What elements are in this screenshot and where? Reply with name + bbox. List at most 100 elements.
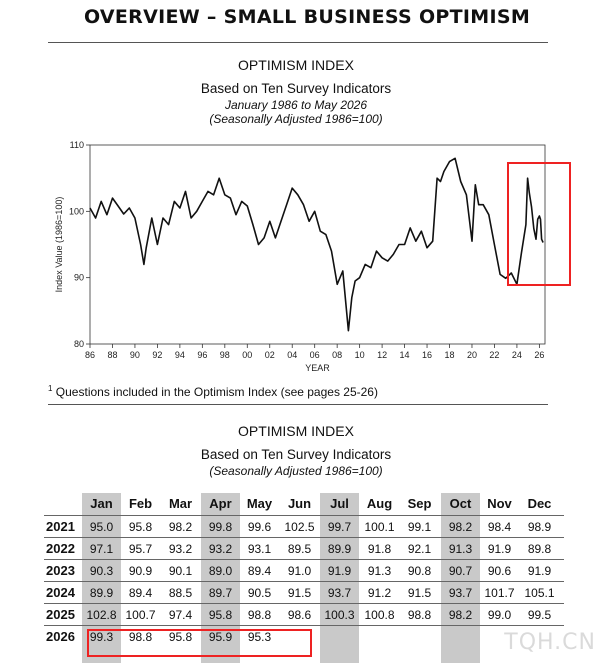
table-cell: 91.3 — [367, 564, 392, 578]
table-cell: 91.5 — [287, 586, 312, 600]
table-cell: 93.1 — [247, 542, 272, 556]
y-axis-label: Index Value (1986=100) — [54, 197, 64, 293]
x-tick-label: 00 — [242, 350, 252, 360]
y-tick-label: 100 — [69, 206, 84, 216]
table-row-divider — [44, 581, 564, 582]
table-cell: 90.8 — [407, 564, 432, 578]
month-header-mar: Mar — [168, 496, 193, 511]
chart-subtitle: Based on Ten Survey Indicators — [200, 81, 392, 96]
month-header-jun: Jun — [287, 496, 312, 511]
table-cell: 99.3 — [89, 630, 114, 644]
table-cell: 98.2 — [168, 520, 193, 534]
table-cell — [400, 626, 439, 648]
x-tick-label: 14 — [400, 350, 410, 360]
x-tick-label: 90 — [130, 350, 140, 360]
chart-note: (Seasonally Adjusted 1986=100) — [209, 112, 383, 126]
month-header-aug: Aug — [366, 496, 393, 511]
table-cell: 90.9 — [128, 564, 153, 578]
table-cell: 100.1 — [364, 520, 395, 534]
month-header-feb: Feb — [128, 496, 153, 511]
shade-jul — [320, 493, 359, 663]
y-tick-label: 90 — [74, 273, 84, 283]
highlight-box-2026 — [87, 629, 312, 657]
x-tick-label: 20 — [467, 350, 477, 360]
table-cell: 89.4 — [247, 564, 272, 578]
year-label: 2026 — [46, 629, 75, 644]
table-cell — [320, 626, 359, 648]
table-cell: 101.7 — [484, 586, 515, 600]
month-header-apr: Apr — [209, 496, 232, 511]
table-cell: 99.6 — [247, 520, 272, 534]
highlight-box-chart — [507, 162, 571, 286]
chart-period: January 1986 to May 2026 — [224, 98, 368, 112]
month-header-dec: Dec — [527, 496, 552, 511]
year-label: 2025 — [46, 607, 75, 622]
table-cell: 95.0 — [89, 520, 114, 534]
table-cell: 93.2 — [208, 542, 233, 556]
y-tick-label: 110 — [70, 140, 84, 150]
x-tick-label: 98 — [220, 350, 230, 360]
year-label: 2022 — [46, 541, 75, 556]
table-cell: 100.3 — [324, 608, 355, 622]
table-cell — [360, 626, 399, 648]
table-row: 2026 99.3 98.8 95.8 95.9 95.3 — [0, 626, 614, 648]
table-cell: 102.5 — [284, 520, 315, 534]
month-header-may: May — [246, 496, 273, 511]
year-label: 2021 — [46, 519, 75, 534]
x-tick-label: 16 — [422, 350, 432, 360]
table-cell: 91.3 — [448, 542, 473, 556]
table-cell: 89.9 — [89, 586, 114, 600]
table-cell: 91.2 — [367, 586, 392, 600]
table-cell: 90.3 — [89, 564, 114, 578]
x-tick-label: 02 — [265, 350, 275, 360]
table-cell: 99.1 — [407, 520, 432, 534]
x-tick-label: 08 — [332, 350, 342, 360]
x-tick-label: 10 — [355, 350, 365, 360]
table-cell: 90.5 — [247, 586, 272, 600]
footnote-text: Questions included in the Optimism Index… — [55, 385, 378, 399]
table-row-divider — [44, 559, 564, 560]
table-cell: 98.2 — [448, 608, 473, 622]
chart-title: OPTIMISM INDEX — [238, 57, 354, 73]
x-tick-label: 94 — [175, 350, 185, 360]
table-row: 2025 102.8 100.7 97.4 95.8 98.8 98.6 100.3 100.8… — [0, 604, 614, 626]
table-row: 2022 97.1 95.7 93.2 93.2 93.1 89.5 89.9 91.8 92.1… — [0, 538, 614, 560]
table-cell: 89.0 — [208, 564, 233, 578]
table-cell: 98.8 — [128, 630, 153, 644]
table-cell: 90.1 — [168, 564, 193, 578]
table-cell: 99.5 — [527, 608, 552, 622]
table-cell: 95.8 — [168, 630, 193, 644]
x-axis-label: YEAR — [305, 363, 330, 373]
month-header-jan: Jan — [90, 496, 113, 511]
shade-apr — [201, 493, 240, 663]
month-header-nov: Nov — [487, 496, 512, 511]
table-cell: 95.9 — [208, 630, 233, 644]
table-row-divider — [44, 515, 564, 516]
table-cell: 91.5 — [407, 586, 432, 600]
table-cell: 91.9 — [527, 564, 552, 578]
table-cell: 93.7 — [327, 586, 352, 600]
table-cell: 99.0 — [487, 608, 512, 622]
year-label: 2024 — [46, 585, 75, 600]
table-row: 2021 95.0 95.8 98.2 99.8 99.6 102.5 99.7 100.1 99… — [0, 516, 614, 538]
table-note: (Seasonally Adjusted 1986=100) — [209, 464, 383, 478]
plot-frame — [89, 144, 546, 345]
table-cell: 89.8 — [527, 542, 552, 556]
title-divider — [48, 42, 548, 43]
optimism-index-series-line — [89, 157, 544, 332]
table-cell: 89.7 — [208, 586, 233, 600]
x-tick-label: 26 — [534, 350, 544, 360]
x-tick-label: 24 — [512, 350, 522, 360]
table-cell: 92.1 — [407, 542, 432, 556]
table-cell: 90.7 — [448, 564, 473, 578]
table-cell: 100.8 — [364, 608, 395, 622]
table-cell: 88.5 — [168, 586, 193, 600]
table-cell: 93.2 — [168, 542, 193, 556]
table-cell: 98.6 — [287, 608, 312, 622]
table-header-row: Jan Feb Mar Apr May Jun Jul Aug Sep Oct Nov Dec — [0, 493, 614, 515]
table-cell: 98.2 — [448, 520, 473, 534]
table-cell — [441, 626, 480, 648]
year-label: 2023 — [46, 563, 75, 578]
section-divider — [48, 404, 548, 405]
table-cell: 91.9 — [327, 564, 352, 578]
